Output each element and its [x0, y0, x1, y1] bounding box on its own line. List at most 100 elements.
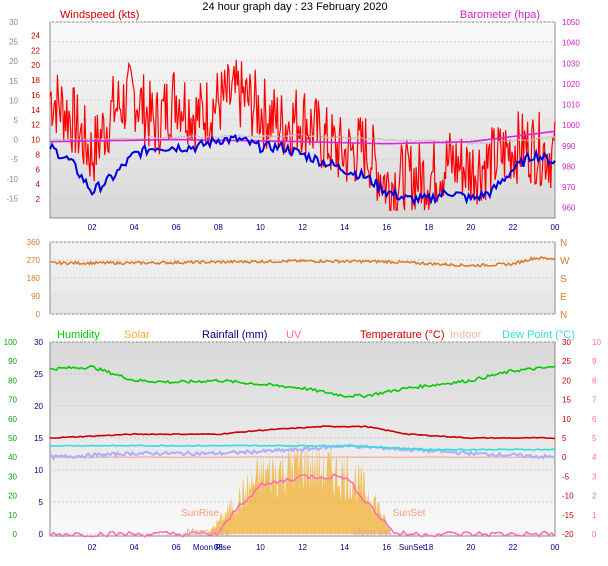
temp-tick-0: -20	[562, 530, 574, 539]
uv-tick-8: 8	[592, 376, 597, 385]
baro-right-tick-9: 1050	[562, 18, 580, 27]
temp-tick-9: 25	[562, 357, 571, 366]
rain-tick-0: 0	[39, 530, 44, 539]
rain-tick-2: 10	[34, 466, 43, 475]
legend-1: Solar	[124, 329, 150, 341]
uv-tick-3: 3	[592, 472, 597, 481]
moonrise-label: Moon Rise	[193, 543, 232, 552]
baro-right-tick-5: 1010	[562, 101, 580, 110]
barometer-label: Barometer (hpa)	[460, 9, 540, 21]
wind-x-tick-11: 00	[551, 223, 560, 232]
wind-left-tick-4: 5	[14, 116, 19, 125]
wind-inner-tick-3: 8	[36, 150, 41, 159]
humidity-tick-8: 80	[8, 376, 17, 385]
humidity-tick-9: 90	[8, 357, 17, 366]
baro-right-tick-0: 960	[562, 204, 576, 213]
temp-tick-10: 30	[562, 338, 571, 347]
wind-x-tick-10: 22	[508, 223, 517, 232]
wind-inner-tick-5: 12	[31, 121, 40, 130]
barometer-series-line	[49, 130, 556, 145]
humidity-tick-3: 30	[8, 472, 17, 481]
wind-inner-tick-6: 14	[31, 106, 40, 115]
wind-inner-tick-2: 6	[36, 165, 41, 174]
temp-x-tick-9: 20	[466, 543, 475, 552]
dewpoint-series-line	[49, 444, 556, 451]
dir-compass-label-0: N	[560, 238, 567, 249]
wind-x-tick-4: 10	[256, 223, 265, 232]
solar-area	[207, 438, 391, 534]
wind-left-tick-1: -10	[6, 175, 18, 184]
wind-inner-tick-0: 2	[36, 195, 41, 204]
direction-series-line	[49, 255, 556, 268]
dir-left-tick-4: 360	[27, 238, 41, 247]
legend-0: Humidity	[57, 329, 100, 341]
avg-wind-series-line	[49, 134, 556, 207]
legend-2: Rainfall (mm)	[202, 329, 267, 341]
uv-tick-4: 4	[592, 453, 597, 462]
legend-5: Indoor	[450, 329, 482, 341]
indoor-series-line	[50, 456, 556, 459]
wind-x-tick-7: 16	[382, 223, 391, 232]
wind-left-tick-7: 20	[9, 57, 18, 66]
uv-tick-0: 0	[592, 530, 597, 539]
uv-tick-2: 2	[592, 492, 597, 501]
rain-tick-3: 15	[34, 434, 43, 443]
rain-tick-1: 5	[39, 498, 44, 507]
wind-left-tick-2: -5	[11, 155, 19, 164]
wind-left-tick-5: 10	[9, 96, 18, 105]
rain-tick-4: 20	[34, 402, 43, 411]
dir-compass-label-1: W	[560, 256, 570, 267]
wind-inner-tick-1: 4	[36, 180, 41, 189]
dir-compass-label-3: E	[560, 292, 567, 303]
temp-tick-8: 20	[562, 376, 571, 385]
wind-left-tick-3: 0	[14, 136, 19, 145]
windspeed-label: Windspeed (kts)	[60, 9, 139, 21]
sunset-annotation: SunSet	[393, 508, 426, 519]
uv-series-line	[49, 473, 556, 538]
wind-inner-tick-4: 10	[31, 136, 40, 145]
pressure-dots-line	[50, 133, 556, 145]
temperature-series-line	[49, 425, 556, 440]
baro-right-tick-7: 1030	[562, 59, 580, 68]
temp-x-tick-7: 16	[382, 543, 391, 552]
temp-tick-3: -5	[562, 472, 570, 481]
baro-right-tick-3: 990	[562, 142, 576, 151]
baro-right-tick-1: 970	[562, 183, 576, 192]
wind-x-tick-2: 06	[172, 223, 181, 232]
sunset-bottom-label: SunSet	[399, 543, 426, 552]
dir-left-tick-1: 90	[31, 292, 40, 301]
temp-x-tick-5: 12	[298, 543, 307, 552]
humidity-tick-6: 60	[8, 415, 17, 424]
temp-tick-7: 15	[562, 396, 571, 405]
humidity-tick-0: 0	[13, 530, 18, 539]
wind-x-tick-0: 02	[88, 223, 97, 232]
temp-x-tick-8: 18	[424, 543, 433, 552]
uv-tick-6: 6	[592, 415, 597, 424]
wind-x-tick-5: 12	[298, 223, 307, 232]
wind-left-tick-0: -15	[6, 194, 18, 203]
dir-compass-label-4: N	[560, 310, 567, 321]
wind-x-tick-8: 18	[424, 223, 433, 232]
rain-tick-6: 30	[34, 338, 43, 347]
dir-left-tick-0: 0	[36, 310, 41, 319]
wind-inner-tick-11: 24	[31, 31, 40, 40]
dir-left-tick-2: 180	[27, 274, 41, 283]
rain-tick-5: 25	[34, 370, 43, 379]
uv-tick-5: 5	[592, 434, 597, 443]
humidity-tick-4: 40	[8, 453, 17, 462]
temp-tick-1: -15	[562, 511, 574, 520]
humidity-tick-7: 70	[8, 396, 17, 405]
humidity-tick-5: 50	[8, 434, 17, 443]
humidity-series-line	[49, 365, 556, 399]
temp-tick-5: 5	[562, 434, 567, 443]
uv-tick-7: 7	[592, 396, 597, 405]
page-title: 24 hour graph day : 23 February 2020	[202, 1, 387, 13]
legend-6: Dew Point (°C)	[502, 329, 575, 341]
temp-x-tick-11: 00	[551, 543, 560, 552]
legend-4: Temperature (°C)	[360, 329, 444, 341]
temp-x-tick-4: 10	[256, 543, 265, 552]
dir-compass-label-2: S	[560, 274, 567, 285]
wind-x-tick-6: 14	[340, 223, 349, 232]
